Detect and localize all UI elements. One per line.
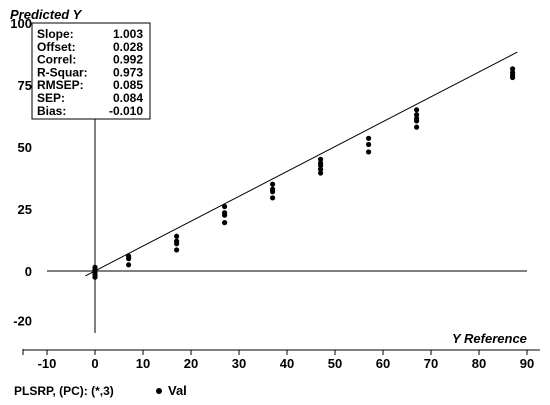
statistic-value: 0.992: [113, 53, 143, 67]
x-tick-label: 60: [376, 356, 390, 371]
data-point: [414, 107, 420, 113]
statistic-label: Correl:: [37, 53, 76, 67]
data-point: [92, 274, 98, 280]
statistic-value: -0.010: [109, 104, 143, 118]
y-axis-title: Predicted Y: [10, 7, 83, 22]
statistic-label: Offset:: [37, 40, 76, 54]
statistic-label: Bias:: [37, 104, 66, 118]
data-point: [414, 112, 420, 118]
x-tick-label: 0: [91, 356, 98, 371]
statistics-box: Slope: 1.003 Offset: 0.028 Correl: 0.992 R-Squ…: [31, 22, 151, 120]
data-point: [174, 247, 180, 253]
data-point: [174, 241, 180, 247]
regression-line: [85, 51, 518, 277]
data-point: [222, 220, 228, 226]
x-tick-label: 20: [184, 356, 198, 371]
data-point: [126, 262, 132, 268]
x-tick-label: 50: [328, 356, 342, 371]
x-tick-label: 30: [232, 356, 246, 371]
y-tick-label: 75: [18, 78, 32, 93]
x-tick-label: 70: [424, 356, 438, 371]
y-tick-label: 50: [18, 140, 32, 155]
data-point: [318, 166, 324, 172]
y-tick-label: 0: [25, 264, 32, 279]
data-point: [318, 170, 324, 176]
statistic-value: 0.084: [113, 91, 143, 105]
data-point: [366, 149, 372, 155]
statistic-label: SEP:: [37, 91, 65, 105]
legend-marker: [156, 387, 162, 394]
data-point: [126, 256, 132, 262]
statistic-value: 0.973: [113, 65, 143, 79]
statistic-label: RMSEP:: [37, 78, 84, 92]
ticks-layer: -10 0 10 20 30 40 50 60 70 80 90 -20 0 25 50 75 100: [10, 16, 534, 371]
statistics-frame: [31, 22, 151, 120]
statistic-value: 0.085: [113, 78, 143, 92]
data-point: [366, 135, 372, 141]
model-label: PLSRP, (PC): (*,3): [14, 384, 114, 398]
data-point: [174, 233, 180, 239]
x-axis-title: Y Reference: [452, 331, 527, 346]
data-point: [366, 141, 372, 148]
points-layer: [92, 66, 516, 280]
statistic-label: Slope:: [37, 27, 74, 41]
data-point: [509, 66, 516, 72]
legend: Val: [156, 383, 187, 398]
statistic-value: 1.003: [113, 27, 143, 41]
data-point: [222, 203, 228, 210]
y-tick-label: 100: [10, 16, 32, 31]
data-point: [270, 189, 276, 195]
data-point: [414, 118, 420, 124]
y-tick-label: 25: [18, 202, 32, 217]
data-point: [318, 163, 324, 169]
x-tick-label: 10: [136, 356, 150, 371]
regression-layer: [85, 51, 518, 277]
data-point: [318, 156, 324, 162]
x-tick-label: 40: [280, 356, 294, 371]
legend-label: Val: [168, 383, 187, 398]
data-point: [414, 124, 420, 130]
x-tick-label: 80: [472, 356, 486, 371]
y-tick-label: -20: [13, 314, 32, 329]
x-tick-label: 90: [520, 356, 534, 371]
data-point: [270, 181, 276, 187]
data-point: [270, 195, 276, 201]
statistic-value: 0.028: [113, 40, 143, 54]
x-tick-label: -10: [38, 356, 57, 371]
data-point: [222, 212, 228, 218]
statistic-label: R-Squar:: [37, 65, 88, 79]
data-point: [509, 74, 516, 81]
